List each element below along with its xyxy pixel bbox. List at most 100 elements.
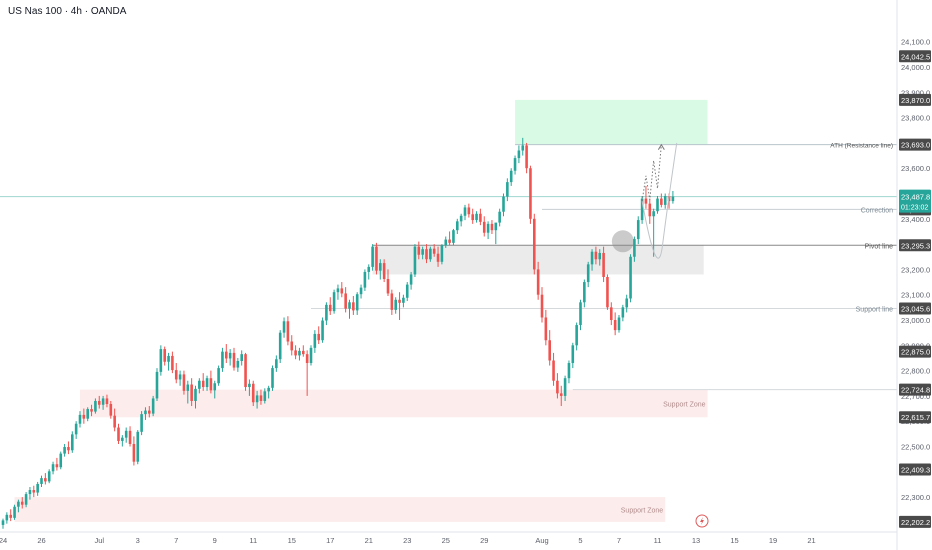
candle-up <box>586 264 590 283</box>
projection-arrow <box>657 143 665 150</box>
x-tick-label: 11 <box>654 536 662 545</box>
candle-up <box>228 352 232 359</box>
candle-up <box>421 249 424 255</box>
candle-up <box>28 490 32 495</box>
candle-down <box>9 514 12 518</box>
candle-down <box>471 214 474 221</box>
candle-down <box>317 333 320 341</box>
candle-up <box>159 349 163 372</box>
candle-up <box>475 213 478 221</box>
candle-down <box>225 351 228 359</box>
candle-down <box>251 383 255 403</box>
candle-down <box>302 350 305 355</box>
candle-up <box>379 263 382 271</box>
candle-up <box>325 304 328 321</box>
candle-down <box>479 213 482 222</box>
candle-up <box>74 423 78 435</box>
y-tick-label: 24,100.0 <box>901 38 930 47</box>
candle-down <box>602 252 605 277</box>
candle-down <box>448 239 451 243</box>
candle-up <box>282 321 286 333</box>
support-zone-label-2: Support Zone <box>621 508 664 515</box>
candle-up <box>509 170 513 183</box>
candle-down <box>482 221 486 233</box>
candle-down <box>386 279 390 294</box>
candle-down <box>344 293 347 309</box>
candle-up <box>440 245 444 262</box>
candle-up <box>625 298 628 308</box>
candle-down <box>548 340 551 361</box>
candle-up <box>40 478 43 484</box>
candle-up <box>394 299 397 310</box>
candle-down <box>610 307 613 321</box>
candle-up <box>151 398 155 414</box>
candle-up <box>186 384 190 391</box>
y-tick-label: 23,400.0 <box>901 215 930 224</box>
x-tick-label: 19 <box>769 536 777 545</box>
candle-down <box>375 246 378 271</box>
x-tick-label: 7 <box>174 536 178 545</box>
candle-up <box>494 222 498 231</box>
candle-up <box>136 431 140 462</box>
candle-up <box>359 287 363 295</box>
candle-up <box>63 447 66 454</box>
price-label-box <box>899 302 931 315</box>
candle-up <box>78 414 82 424</box>
candle-up <box>348 302 351 309</box>
alt-projection-path <box>641 142 678 259</box>
support-zone-3 <box>14 497 666 522</box>
candle-up <box>652 211 655 217</box>
candle-up <box>571 345 575 364</box>
candle-up <box>313 333 317 348</box>
x-tick-label: 29 <box>480 536 488 545</box>
y-tick-label: 23,600.0 <box>901 164 930 173</box>
candle-up <box>459 215 463 222</box>
candle-down <box>328 304 332 312</box>
candle-down <box>209 378 213 391</box>
candle-down <box>417 246 421 255</box>
candle-up <box>498 211 501 223</box>
x-tick-label: 24 <box>0 536 7 545</box>
candle-down <box>540 294 544 318</box>
candle-down <box>259 395 263 401</box>
candle-up <box>198 380 201 389</box>
candle-up <box>309 347 313 364</box>
candle-up <box>144 410 147 415</box>
candle-down <box>201 380 205 388</box>
price-label-box <box>899 515 931 528</box>
candle-up <box>563 378 567 396</box>
candle-up <box>194 388 197 401</box>
currency-button[interactable]: USD <box>898 5 926 23</box>
candle-up <box>155 371 159 399</box>
candle-up <box>24 494 28 505</box>
candle-up <box>178 374 182 380</box>
candle-down <box>436 253 440 262</box>
y-tick-label: 23,200.0 <box>901 265 930 274</box>
candle-down <box>536 269 540 295</box>
candle-down <box>290 341 294 351</box>
countdown-label: 01:23:02 <box>901 205 928 212</box>
y-tick-label: 23,300.0 <box>901 240 930 249</box>
candle-down <box>490 223 494 231</box>
y-tick-label: 22,500.0 <box>901 443 930 452</box>
candle-down <box>244 354 247 388</box>
x-tick-label: 11 <box>249 536 257 545</box>
projection-path <box>641 144 662 202</box>
candle-up <box>36 483 39 493</box>
y-tick-label: 22,700.0 <box>901 392 930 401</box>
candle-up <box>263 391 267 401</box>
candle-down <box>90 409 93 412</box>
candle-up <box>13 506 16 518</box>
candle-up <box>656 198 659 212</box>
candle-up <box>671 196 675 202</box>
price-label: 22,615.7 <box>901 413 930 422</box>
candle-up <box>371 246 374 267</box>
candle-up <box>513 158 517 171</box>
candle-down <box>660 198 663 205</box>
candle-up <box>298 350 301 356</box>
x-tick-label: Aug <box>535 536 548 545</box>
candle-up <box>267 387 270 392</box>
candle-up <box>452 230 455 243</box>
